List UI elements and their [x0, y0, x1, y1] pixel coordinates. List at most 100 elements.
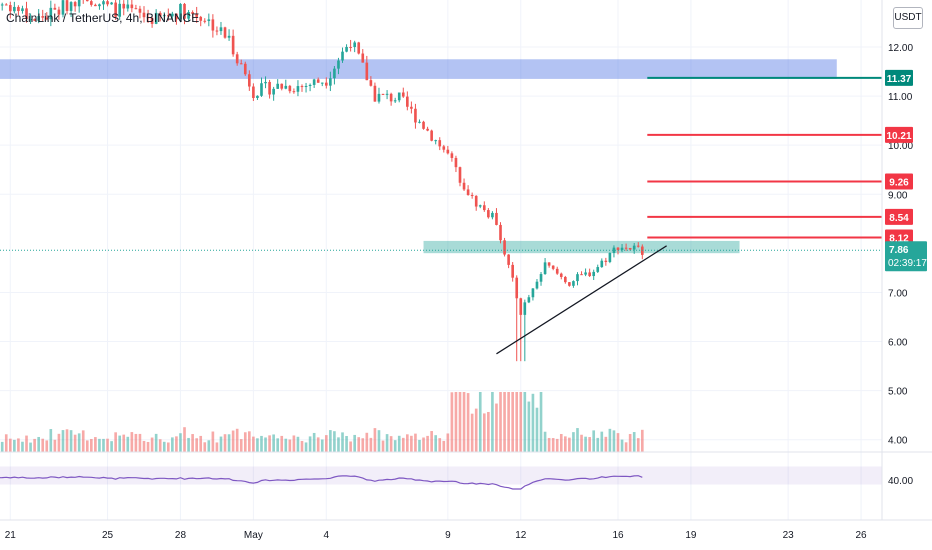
price-tick-label: 10.00: [888, 141, 913, 152]
candle: [361, 53, 365, 63]
volume-bar: [535, 407, 539, 452]
candle: [527, 297, 531, 303]
volume-bar: [531, 393, 535, 452]
volume-bar: [337, 437, 340, 452]
candle: [231, 35, 235, 55]
volume-bar: [499, 392, 502, 452]
volume-bar: [624, 442, 628, 452]
volume-bar: [393, 440, 397, 452]
candle: [414, 108, 417, 123]
volume-bar: [507, 392, 510, 452]
volume-bar: [65, 429, 69, 452]
volume-bar: [146, 441, 150, 452]
candle: [203, 20, 207, 22]
level-price-label: 8.54: [889, 213, 909, 224]
volume-bar: [312, 432, 316, 452]
volume-bar: [94, 437, 97, 452]
volume-bar: [361, 438, 365, 452]
candles: [0, 0, 644, 362]
candle: [369, 80, 373, 86]
volume-bar: [110, 441, 113, 452]
candle: [628, 248, 632, 250]
volume-bar: [183, 427, 186, 452]
volume-bar: [0, 441, 4, 452]
volume-bar: [17, 438, 20, 452]
volume-bar: [620, 439, 624, 452]
candle: [239, 63, 243, 65]
price-tick-label: 9.00: [888, 190, 908, 201]
volume-bar: [470, 413, 474, 452]
volume-bar: [519, 392, 523, 452]
candle: [33, 19, 36, 21]
time-tick-label: 23: [783, 530, 795, 541]
volume-bar: [235, 428, 239, 452]
candle: [300, 86, 304, 88]
volume-bar: [632, 432, 636, 452]
volume-bar: [636, 438, 640, 452]
volume-bar: [369, 437, 373, 452]
candle: [53, 7, 57, 10]
volume-bar: [150, 437, 154, 452]
candle: [474, 195, 478, 207]
volume-bar: [401, 437, 405, 452]
volume-bar: [106, 438, 109, 452]
time-tick-label: 26: [856, 530, 868, 541]
candle: [608, 252, 612, 262]
price-levels: [0, 76, 882, 251]
candle: [296, 86, 300, 92]
candle: [519, 298, 523, 315]
volume-bar: [555, 438, 559, 452]
volume-bar: [227, 434, 231, 452]
volume-bar: [284, 438, 288, 452]
candle: [134, 8, 138, 10]
rsi-tick-label: 40.00: [888, 476, 913, 487]
candle: [284, 85, 288, 89]
volume-bar: [462, 392, 466, 452]
candle: [235, 54, 239, 64]
volume-bar: [491, 392, 494, 452]
candle: [406, 96, 409, 107]
candle: [397, 92, 401, 101]
candle: [276, 83, 280, 89]
volume-bar: [454, 392, 458, 452]
candle: [268, 81, 271, 95]
candle: [430, 130, 433, 141]
volume-bar: [219, 436, 223, 452]
volume-bar: [300, 440, 304, 452]
candle: [106, 1, 109, 5]
candle: [341, 51, 344, 61]
candle: [324, 82, 328, 86]
candle: [85, 0, 89, 2]
currency-unit-button[interactable]: USDT: [893, 7, 923, 29]
volume-bar: [324, 435, 328, 452]
candle: [337, 60, 340, 69]
volume-bar: [118, 435, 122, 452]
volume-bar: [487, 411, 490, 452]
candle: [632, 245, 636, 250]
price-tick-label: 6.00: [888, 338, 908, 349]
volume-bar: [430, 431, 433, 452]
volume-bar: [203, 442, 207, 452]
level-price-label: 11.37: [887, 74, 912, 85]
time-tick-label: 28: [175, 530, 187, 541]
volume-bar: [195, 438, 198, 452]
volume-bar: [102, 438, 105, 452]
volume-bar: [539, 392, 543, 452]
candle: [114, 2, 117, 17]
candle: [25, 8, 28, 20]
volume-bar: [478, 392, 482, 452]
price-tick-label: 5.00: [888, 387, 908, 398]
candle: [373, 85, 377, 102]
volume-bar: [353, 434, 356, 452]
candle: [482, 205, 486, 211]
candle: [260, 83, 263, 96]
volume-bar: [426, 435, 429, 452]
volume-bar: [292, 435, 296, 452]
volume-bar: [130, 432, 134, 452]
candle: [531, 288, 535, 298]
volume-bar: [138, 433, 142, 452]
volume-bar: [29, 442, 32, 452]
candle: [401, 92, 405, 97]
volume-bar: [98, 438, 101, 452]
